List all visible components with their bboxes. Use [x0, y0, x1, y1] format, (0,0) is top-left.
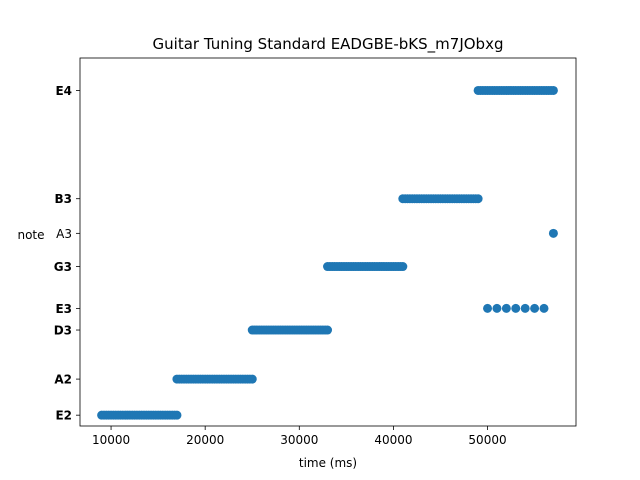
data-point-e2	[172, 410, 182, 420]
data-point-e3	[511, 303, 521, 313]
data-point-a2	[247, 374, 257, 384]
data-point-e3	[501, 303, 511, 313]
y-tick-label-e4: E4	[55, 84, 72, 98]
chart-title: Guitar Tuning Standard EADGBE-bKS_m7JObx…	[153, 35, 504, 54]
x-tick-label: 40000	[374, 433, 412, 447]
x-axis-label: time (ms)	[299, 456, 357, 470]
y-axis-label: note	[17, 228, 44, 242]
x-tick-label: 20000	[186, 433, 224, 447]
x-tick-label: 50000	[468, 433, 506, 447]
data-points	[97, 85, 558, 420]
y-tick-label-a3: A3	[56, 227, 72, 241]
data-point-e3	[483, 303, 493, 313]
data-point-b3	[473, 194, 483, 204]
y-axis-ticks: E2 A2 D3 E3 G3 A3 B3 E4	[54, 84, 80, 423]
data-point-g3	[398, 262, 408, 272]
data-point-e3	[492, 303, 502, 313]
x-tick-label: 10000	[92, 433, 130, 447]
data-point-a3	[548, 228, 558, 238]
y-tick-label-e2: E2	[55, 409, 72, 423]
y-tick-label-g3: G3	[54, 260, 72, 274]
data-point-e3	[530, 303, 540, 313]
data-point-e3	[520, 303, 530, 313]
y-tick-label-a2: A2	[54, 373, 72, 387]
data-point-e3	[539, 303, 549, 313]
y-tick-label-b3: B3	[55, 192, 73, 206]
plot-frame	[79, 57, 577, 427]
x-tick-label: 30000	[280, 433, 318, 447]
data-point-e4	[548, 85, 558, 95]
y-tick-label-d3: D3	[54, 324, 72, 338]
y-tick-label-e3: E3	[55, 302, 72, 316]
x-axis-ticks: 10000 20000 30000 40000 50000	[92, 426, 507, 447]
data-point-d3	[323, 325, 333, 335]
